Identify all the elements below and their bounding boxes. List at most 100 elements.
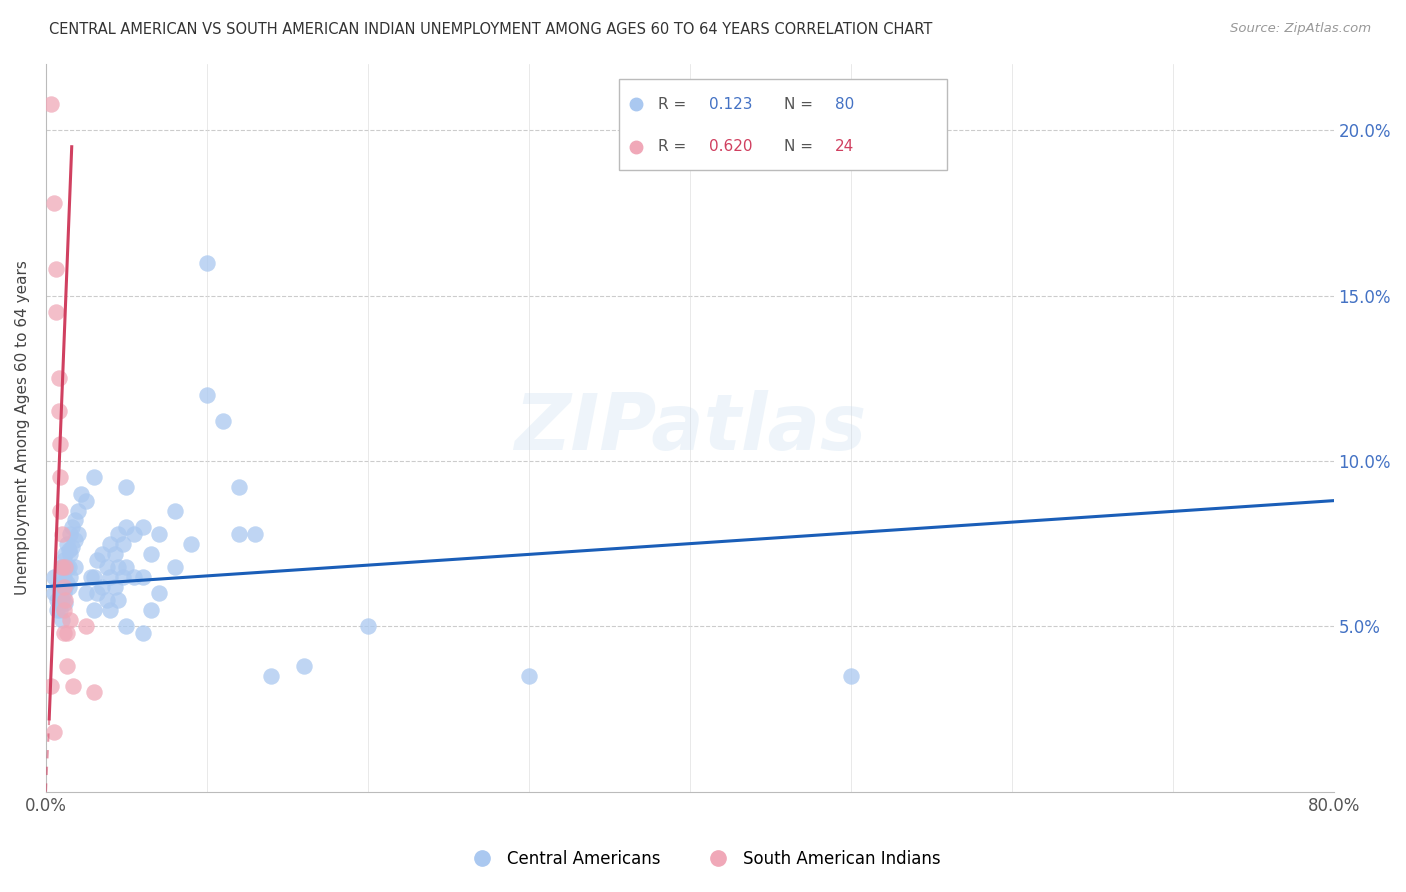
Point <box>42 725 65 739</box>
Point <box>56 626 79 640</box>
Point <box>180 536 202 550</box>
Point <box>107 559 129 574</box>
Legend: Central Americans, South American Indians: Central Americans, South American Indian… <box>458 844 948 875</box>
Point <box>49 437 72 451</box>
Point <box>86 586 108 600</box>
Point <box>46 592 69 607</box>
Point <box>48 371 70 385</box>
Point <box>115 480 138 494</box>
Point <box>131 626 153 640</box>
Point <box>148 526 170 541</box>
Point <box>46 603 69 617</box>
Point <box>104 547 127 561</box>
Point <box>86 553 108 567</box>
Text: 80: 80 <box>835 96 855 112</box>
Point <box>59 547 82 561</box>
Point <box>139 547 162 561</box>
Point <box>59 613 82 627</box>
Point <box>139 603 162 617</box>
Point <box>53 580 76 594</box>
Point <box>67 526 90 541</box>
Point <box>45 262 67 277</box>
Point <box>62 679 84 693</box>
Point <box>48 404 70 418</box>
Point <box>42 586 65 600</box>
Point <box>56 536 79 550</box>
Point <box>148 586 170 600</box>
Point <box>292 659 315 673</box>
Point <box>75 586 97 600</box>
Point <box>245 526 267 541</box>
Point <box>80 570 103 584</box>
Point <box>48 596 70 610</box>
Text: 24: 24 <box>835 139 855 154</box>
Point <box>91 580 114 594</box>
Point <box>51 613 73 627</box>
Point <box>357 619 380 633</box>
FancyBboxPatch shape <box>619 78 948 169</box>
Point <box>56 576 79 591</box>
Point <box>98 536 121 550</box>
Point <box>104 580 127 594</box>
Point <box>195 388 218 402</box>
Point <box>51 559 73 574</box>
Point <box>67 503 90 517</box>
Point <box>58 543 80 558</box>
Point <box>63 514 86 528</box>
Point <box>58 580 80 594</box>
Point <box>70 487 93 501</box>
Point <box>131 570 153 584</box>
Point <box>45 305 67 319</box>
Point <box>53 592 76 607</box>
Point <box>58 559 80 574</box>
Point <box>39 679 62 693</box>
Point <box>49 503 72 517</box>
Text: N =: N = <box>783 139 818 154</box>
Point <box>212 414 235 428</box>
Point <box>60 540 83 554</box>
Point <box>96 559 118 574</box>
Text: ZIPatlas: ZIPatlas <box>513 390 866 466</box>
Point <box>56 559 79 574</box>
Point <box>83 570 105 584</box>
Point <box>75 493 97 508</box>
Point <box>96 592 118 607</box>
Point <box>56 659 79 673</box>
Point <box>115 559 138 574</box>
Point <box>51 592 73 607</box>
Point <box>42 196 65 211</box>
Point <box>52 580 75 594</box>
Point <box>124 570 146 584</box>
Y-axis label: Unemployment Among Ages 60 to 64 years: Unemployment Among Ages 60 to 64 years <box>15 260 30 595</box>
Point <box>52 553 75 567</box>
Point <box>51 559 73 574</box>
Text: CENTRAL AMERICAN VS SOUTH AMERICAN INDIAN UNEMPLOYMENT AMONG AGES 60 TO 64 YEARS: CENTRAL AMERICAN VS SOUTH AMERICAN INDIA… <box>49 22 932 37</box>
Point <box>98 570 121 584</box>
Point <box>131 520 153 534</box>
Point <box>49 470 72 484</box>
Point <box>98 603 121 617</box>
Point <box>107 592 129 607</box>
Point <box>59 526 82 541</box>
Text: N =: N = <box>783 96 818 112</box>
Point <box>53 547 76 561</box>
Text: R =: R = <box>658 96 690 112</box>
Point <box>83 603 105 617</box>
Point <box>112 570 135 584</box>
Point <box>49 586 72 600</box>
Point <box>124 526 146 541</box>
Point <box>83 470 105 484</box>
Point <box>163 503 186 517</box>
Point <box>52 603 75 617</box>
Point <box>53 559 76 574</box>
Point <box>228 526 250 541</box>
Point <box>42 570 65 584</box>
Point <box>517 669 540 683</box>
Point <box>115 520 138 534</box>
Text: Source: ZipAtlas.com: Source: ZipAtlas.com <box>1230 22 1371 36</box>
Point <box>48 580 70 594</box>
Point <box>51 576 73 591</box>
Point <box>839 669 862 683</box>
Point <box>53 563 76 577</box>
Point <box>53 596 76 610</box>
